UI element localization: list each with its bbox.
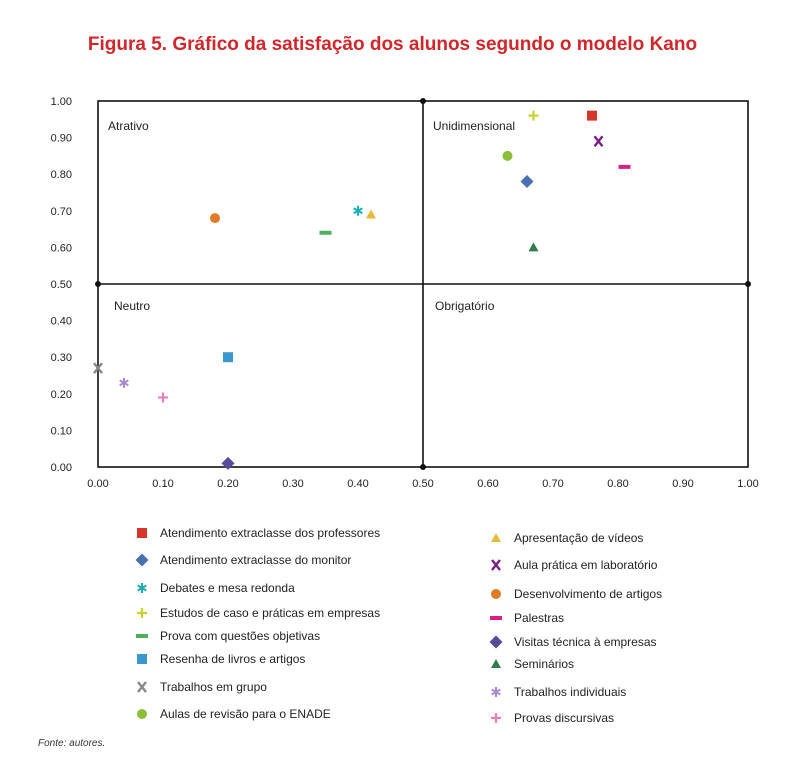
legend-label: Estudos de caso e práticas em empresas — [160, 606, 381, 620]
legend-marker-icon — [137, 528, 147, 538]
data-point — [221, 456, 235, 470]
data-point — [366, 209, 376, 219]
y-tick-label: 0.00 — [51, 462, 72, 474]
x-tick-label: 0.80 — [607, 478, 628, 490]
legend-marker-icon — [137, 681, 147, 693]
legend-marker-icon — [137, 608, 147, 618]
legend-marker-icon — [491, 533, 501, 542]
legend-marker-icon — [491, 713, 501, 723]
y-tick-label: 0.60 — [51, 242, 72, 254]
divider-end-dot — [95, 281, 101, 287]
legend-marker-icon — [491, 687, 501, 697]
x-tick-label: 0.50 — [412, 478, 433, 490]
legend-item: Estudos de caso e práticas em empresas — [134, 604, 380, 622]
data-point — [618, 164, 631, 169]
legend-label: Resenha de livros e artigos — [160, 652, 306, 666]
legend-right: Apresentação de vídeos Aula prática em la… — [488, 529, 778, 729]
source-note: Fonte: autores. — [38, 738, 106, 749]
chart-title: Figura 5. Gráfico da satisfação dos alun… — [87, 34, 698, 55]
data-point — [502, 150, 513, 161]
legend-item: Apresentação de vídeos — [488, 529, 643, 547]
legend-item: Trabalhos em grupo — [134, 678, 267, 696]
legend-label: Seminários — [514, 657, 575, 671]
legend-item: Seminários — [488, 655, 574, 673]
legend-label: Aula prática em laboratório — [514, 558, 658, 572]
y-tick-label: 0.30 — [51, 352, 72, 364]
legend-item: Atendimento extraclasse dos professores — [134, 524, 380, 542]
x-tick-label: 0.00 — [87, 478, 108, 490]
x-tick-label: 0.30 — [282, 478, 303, 490]
legend-marker-icon — [489, 635, 503, 649]
legend-item: Resenha de livros e artigos — [134, 650, 305, 668]
quadrant-label-obrigatorio: Obrigatório — [435, 299, 495, 313]
x-tick-label: 0.10 — [152, 478, 173, 490]
data-point — [119, 377, 129, 388]
legend-item: Prova com questões objetivas — [134, 627, 320, 645]
data-point — [223, 352, 233, 363]
y-tick-label: 1.00 — [51, 96, 72, 108]
legend-item: Desenvolvimento de artigos — [488, 585, 662, 603]
legend-marker-icon — [491, 589, 501, 599]
quadrant-label-neutro: Neutro — [114, 299, 150, 313]
legend-item: Aula prática em laboratório — [488, 556, 657, 574]
legend-label: Trabalhos em grupo — [160, 680, 267, 694]
legend-marker-icon — [137, 583, 147, 593]
divider-end-dot — [420, 464, 426, 470]
legend-item: Trabalhos individuais — [488, 683, 626, 701]
legend-item: Palestras — [488, 609, 564, 627]
data-point — [319, 230, 332, 235]
data-point — [520, 175, 534, 189]
legend-item: Atendimento extraclasse do monitor — [134, 551, 351, 569]
legend-marker-icon — [490, 616, 502, 620]
y-tick-label: 0.40 — [51, 316, 72, 328]
kano-chart: 0.00 0.10 0.20 0.30 0.40 0.50 0.60 0.70 0.80 0.90… — [51, 96, 759, 490]
quadrant-label-unidimensional: Unidimensional — [433, 119, 515, 133]
legend-label: Visitas técnica à empresas — [514, 635, 657, 649]
legend-marker-icon — [136, 634, 148, 638]
legend-label: Palestras — [514, 611, 565, 625]
legend-label: Desenvolvimento de artigos — [514, 587, 663, 601]
legend-item: Provas discursivas — [488, 709, 614, 727]
y-tick-label: 0.20 — [51, 389, 72, 401]
x-tick-label: 0.60 — [477, 478, 498, 490]
divider-end-dot — [745, 281, 751, 287]
legend-label: Prova com questões objetivas — [160, 629, 321, 643]
quadrant-label-atrativo: Atrativo — [108, 119, 149, 133]
legend-marker-icon — [137, 709, 147, 719]
x-tick-label: 1.00 — [737, 478, 758, 490]
data-point — [593, 135, 604, 148]
legend-label: Aulas de revisão para o ENADE — [160, 707, 331, 721]
legend-label: Debates e mesa redonda — [160, 581, 295, 595]
legend-marker-icon — [491, 659, 501, 668]
data-point — [210, 213, 220, 224]
legend-marker-icon — [491, 559, 501, 571]
legend-marker-icon — [137, 654, 147, 664]
legend-label: Atendimento extraclasse dos professores — [160, 526, 381, 540]
legend-label: Provas discursivas — [514, 711, 615, 725]
y-tick-label: 0.70 — [51, 206, 72, 218]
legend-left: Atendimento extraclasse dos professores A… — [134, 524, 444, 724]
legend-item: Debates e mesa redonda — [134, 579, 295, 597]
y-tick-label: 0.50 — [51, 279, 72, 291]
x-tick-label: 0.40 — [347, 478, 368, 490]
legend-label: Trabalhos individuais — [514, 685, 627, 699]
divider-end-dot — [420, 98, 426, 104]
y-tick-label: 0.90 — [51, 133, 72, 145]
y-tick-label: 0.80 — [51, 169, 72, 181]
x-tick-label: 0.70 — [542, 478, 563, 490]
data-point — [528, 110, 539, 121]
legend-marker-icon — [135, 553, 149, 567]
data-point — [528, 242, 539, 252]
x-tick-label: 0.20 — [217, 478, 238, 490]
legend-label: Atendimento extraclasse do monitor — [160, 553, 352, 567]
y-tick-label: 0.10 — [51, 425, 72, 437]
data-point — [93, 362, 103, 374]
data-point — [587, 110, 597, 121]
legend-label: Apresentação de vídeos — [514, 531, 644, 545]
legend-item: Aulas de revisão para o ENADE — [134, 705, 331, 723]
legend-item: Visitas técnica à empresas — [488, 633, 657, 651]
data-point — [353, 205, 363, 216]
x-tick-label: 0.90 — [672, 478, 693, 490]
data-point — [158, 392, 168, 403]
